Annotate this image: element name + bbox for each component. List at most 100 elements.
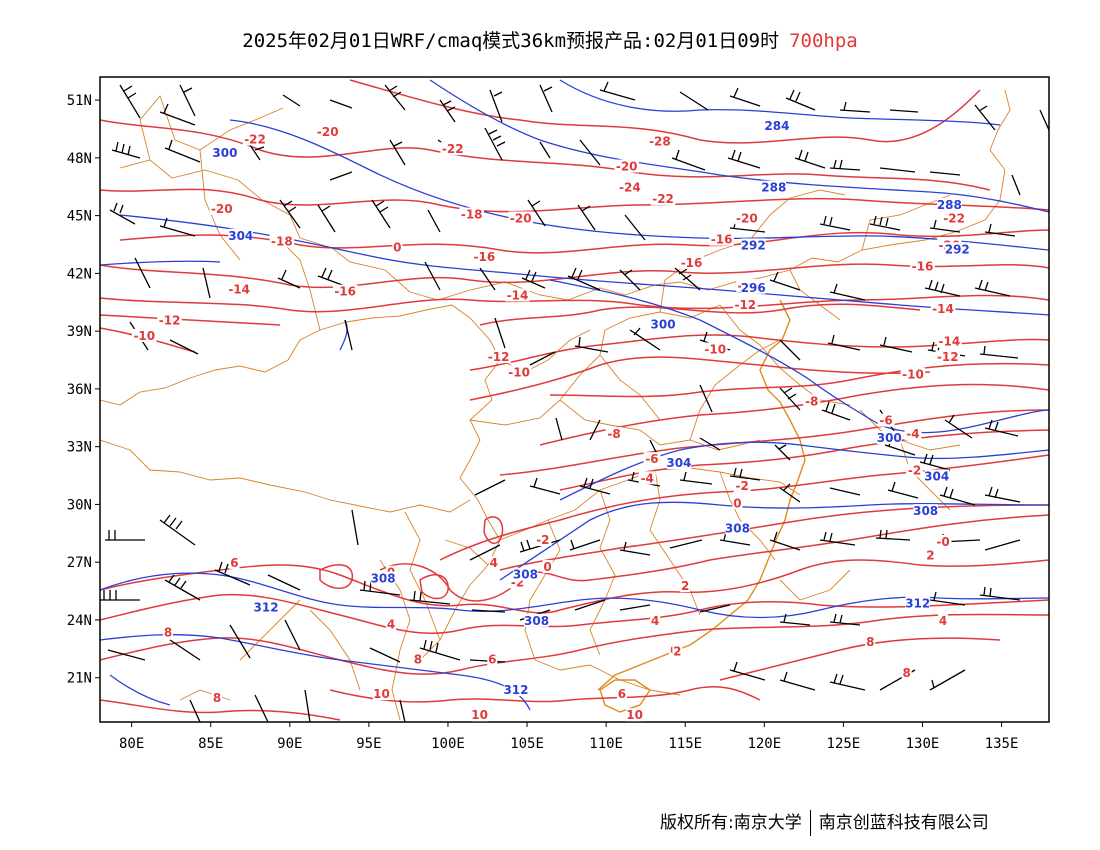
temperature-label: -18 xyxy=(271,235,293,249)
temperature-label: -0 xyxy=(936,535,949,549)
temperature-label-bg xyxy=(934,534,952,548)
temperature-label: 8 xyxy=(164,625,172,639)
temperature-label: -16 xyxy=(334,285,356,299)
latitude-axis: 51N 48N 45N 42N 39N 36N 33N 30N 27N 24N 21N xyxy=(67,93,100,687)
temperature-label-bg xyxy=(935,350,961,364)
temperature-label-bg xyxy=(157,313,182,327)
temperature-label: -20 xyxy=(211,202,233,216)
height-label: 300 xyxy=(877,431,902,445)
temperature-contour-labels: -22-20-22-28-20-24-22-20-18-18 -20 -20-16-… xyxy=(132,125,967,722)
temperature-label: -14 xyxy=(507,288,529,302)
temperature-label-bg xyxy=(930,301,956,315)
temperature-label-bg xyxy=(505,288,530,302)
temperature-label: 2 xyxy=(926,548,934,562)
temperature-label: -28 xyxy=(649,134,671,148)
height-label: 312 xyxy=(905,597,930,611)
height-label-bg xyxy=(740,280,766,294)
height-label-bg xyxy=(877,430,902,444)
temperature-label: 8 xyxy=(866,635,874,649)
height-label: 308 xyxy=(725,521,750,535)
temperature-label: 0 xyxy=(733,496,741,510)
temperature-label: 0 xyxy=(393,240,401,254)
temperature-label-bg xyxy=(209,201,235,215)
temperature-label: -20 xyxy=(317,125,339,139)
province-borders xyxy=(100,89,1011,721)
temperature-label-bg xyxy=(941,211,967,225)
temperature-label: -14 xyxy=(939,335,961,349)
temperature-label: -10 xyxy=(508,366,530,380)
lon-tick-label: 90E xyxy=(277,736,302,752)
temperature-label-bg xyxy=(269,234,295,248)
temperature-label-bg xyxy=(488,556,499,570)
lat-tick-label: 45N xyxy=(67,209,92,225)
temperature-label: -12 xyxy=(937,350,959,364)
temperature-label-bg xyxy=(506,365,532,379)
copyright-footer: 版权所有:南京大学 南京创蓝科技有限公司 xyxy=(660,808,989,836)
temperature-label: -6 xyxy=(879,414,892,428)
temperature-label: 10 xyxy=(626,708,643,722)
temperature-label: -22 xyxy=(652,192,674,206)
height-label: 304 xyxy=(228,229,253,243)
temperature-label: -4 xyxy=(906,427,919,441)
lat-tick-label: 24N xyxy=(67,613,92,629)
temperature-label: -2 xyxy=(735,479,748,493)
pressure-level: 700hpa xyxy=(789,30,858,52)
temperature-label-bg xyxy=(472,249,497,263)
height-label: 288 xyxy=(761,181,786,195)
temperature-label-bg xyxy=(650,192,676,206)
temperature-label: 2 xyxy=(673,645,681,659)
temperature-label-bg xyxy=(229,556,240,570)
temperature-label: -10 xyxy=(902,367,924,381)
temperature-label-bg xyxy=(332,284,358,298)
copyright-owner: 版权所有:南京大学 xyxy=(660,813,802,833)
temperature-label: 6 xyxy=(488,652,496,666)
temperature-label: 4 xyxy=(939,614,947,628)
temperature-label-bg xyxy=(906,463,924,477)
lon-tick-label: 115E xyxy=(668,736,702,752)
temperature-label: 6 xyxy=(618,687,626,701)
lon-tick-label: 80E xyxy=(119,736,144,752)
lon-tick-label: 105E xyxy=(510,736,544,752)
temperature-label-bg xyxy=(679,255,704,269)
temperature-label-bg xyxy=(937,334,962,348)
temperature-label: 4 xyxy=(651,614,659,628)
temperature-label: -8 xyxy=(607,427,620,441)
temperature-label-bg xyxy=(212,690,223,704)
height-label: 304 xyxy=(924,469,949,483)
height-label: 308 xyxy=(371,572,396,586)
temperature-label-bg xyxy=(487,652,498,666)
plot-frame xyxy=(99,76,1050,723)
temperature-label-bg xyxy=(900,367,926,381)
height-label: 304 xyxy=(666,456,691,470)
temperature-label-bg xyxy=(703,342,728,356)
temperature-label-bg xyxy=(534,533,552,547)
map-title: 2025年02月01日WRF/cmaq模式36km预报产品:02月01日09时 7… xyxy=(0,26,1100,53)
temperature-label-bg xyxy=(680,579,691,593)
height-label-bg xyxy=(666,456,692,469)
temperature-label: -14 xyxy=(228,283,250,297)
lon-tick-label: 120E xyxy=(747,736,781,752)
footer-divider xyxy=(809,810,811,836)
temperature-label: -22 xyxy=(943,211,965,225)
height-label: 312 xyxy=(254,600,279,614)
height-label-bg xyxy=(524,613,549,627)
height-label-bg xyxy=(761,180,787,194)
height-label-bg xyxy=(513,567,538,581)
height-label-bg xyxy=(924,469,949,483)
height-label: 296 xyxy=(741,281,766,295)
temperature-label-bg xyxy=(386,617,397,631)
temperature-label-bg xyxy=(392,240,403,254)
temperature-label-bg xyxy=(605,427,623,441)
temperature-label-bg xyxy=(440,142,465,156)
temperature-label-bg xyxy=(508,211,533,225)
temperature-label-bg xyxy=(734,211,760,225)
lat-tick-label: 39N xyxy=(67,324,92,340)
temperature-label-bg xyxy=(901,665,912,679)
temperature-label: 10 xyxy=(373,687,390,701)
title-text: 2025年02月01日WRF/cmaq模式36km预报产品:02月01日09时 xyxy=(242,30,780,52)
temperature-label-bg xyxy=(672,644,683,658)
temperature-label: -24 xyxy=(619,181,641,195)
temperature-label: -16 xyxy=(681,256,703,270)
lon-tick-label: 100E xyxy=(431,736,465,752)
